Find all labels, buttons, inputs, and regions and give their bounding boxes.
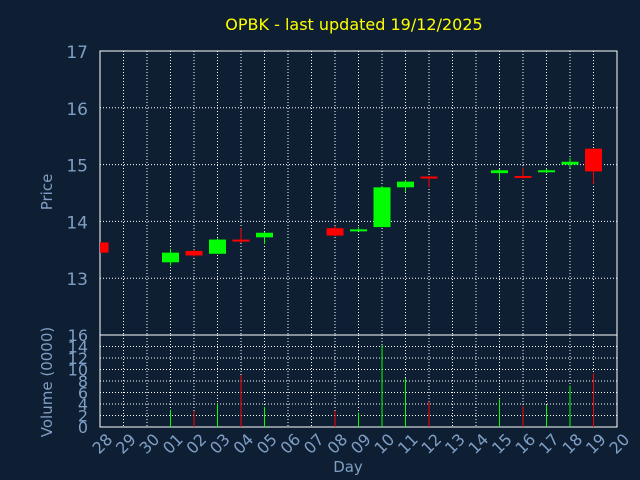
candle-body	[209, 239, 226, 254]
candle-body	[350, 229, 367, 232]
candle-body	[491, 170, 508, 174]
candle-body	[538, 170, 555, 173]
candle-body	[232, 239, 250, 242]
candle-body	[397, 181, 414, 188]
volume-tick-label: 10	[68, 361, 88, 380]
candle-body	[256, 232, 273, 238]
price-tick-label: 16	[66, 100, 88, 120]
candle-body	[514, 175, 532, 178]
volume-tick-label: 12	[68, 349, 88, 368]
volume-tick-label: 16	[68, 326, 88, 345]
price-tick-label: 14	[66, 213, 88, 233]
price-tick-label: 17	[66, 43, 88, 63]
volume-tick-label: 2	[78, 407, 88, 426]
candle-body	[326, 228, 344, 236]
price-tick-label: 13	[66, 270, 88, 290]
chart-title: OPBK - last updated 19/12/2025	[225, 15, 482, 34]
volume-tick-label: 0	[78, 418, 88, 437]
candle-body	[420, 176, 438, 179]
volume-axis-label: Volume (0000)	[38, 327, 56, 437]
day-tick-label: 20	[605, 430, 633, 458]
candle-body	[373, 187, 391, 228]
volume-tick-label: 6	[78, 384, 88, 403]
day-axis-label: Day	[333, 458, 363, 476]
volume-tick-label: 14	[68, 338, 88, 357]
volume-tick-label: 8	[78, 372, 88, 391]
price-axis-label: Price	[38, 174, 56, 211]
candle-body	[561, 161, 579, 165]
candle-body	[162, 252, 179, 263]
volume-tick-label: 4	[78, 395, 88, 414]
candle-body	[185, 250, 203, 256]
candle-body	[585, 148, 602, 172]
price-tick-label: 15	[66, 157, 88, 177]
candle-body	[100, 242, 109, 253]
